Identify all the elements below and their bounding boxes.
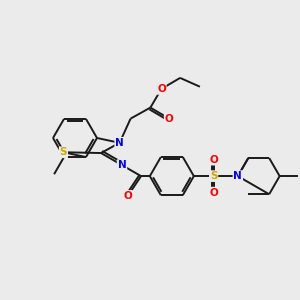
Text: O: O (209, 154, 218, 165)
Text: O: O (165, 114, 173, 124)
Text: O: O (209, 188, 218, 198)
Text: O: O (157, 84, 166, 94)
Text: N: N (233, 171, 242, 181)
Text: N: N (118, 160, 126, 170)
Text: S: S (210, 171, 218, 181)
Text: O: O (124, 191, 132, 201)
Text: N: N (115, 138, 124, 148)
Text: S: S (60, 147, 67, 157)
